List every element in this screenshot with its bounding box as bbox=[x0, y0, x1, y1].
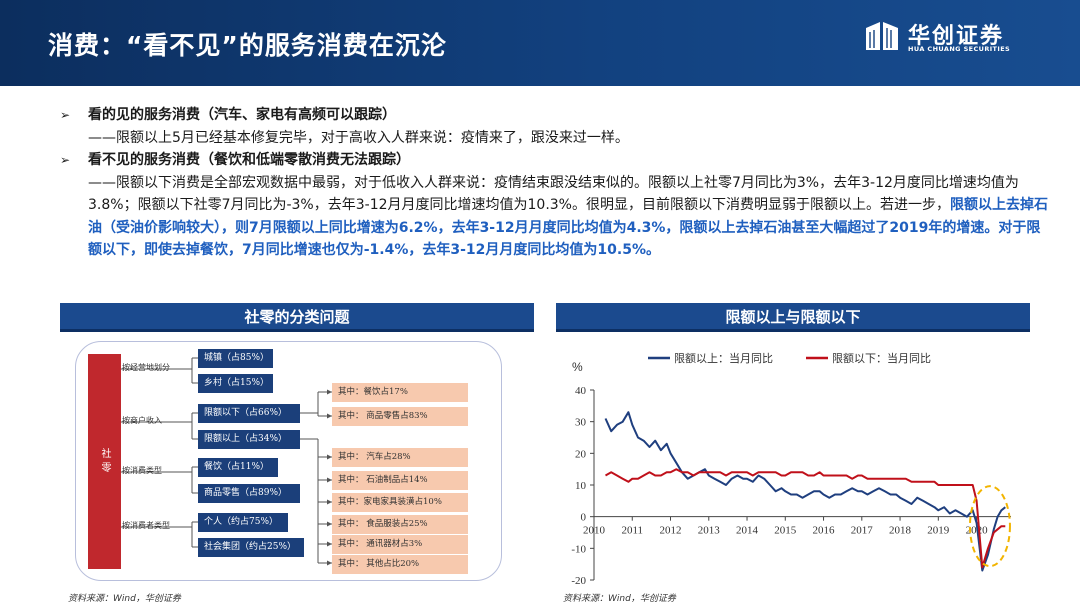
legend-label: 限额以下：当月同比 bbox=[832, 351, 931, 365]
bullet-heading-1-text: 看的见的服务消费（汽车、家电有高频可以跟踪） bbox=[88, 107, 396, 123]
x-tick-label: 2011 bbox=[621, 525, 643, 537]
y-axis-label: % bbox=[572, 360, 583, 374]
y-tick-label: 20 bbox=[575, 448, 587, 460]
left-panel-title: 社零的分类问题 bbox=[60, 303, 534, 332]
x-tick-label: 2018 bbox=[889, 525, 912, 537]
right-panel-title: 限额以上与限额以下 bbox=[556, 303, 1030, 332]
bullet-section: ➢ 看的见的服务消费（汽车、家电有高频可以跟踪） ——限额以上5月已经基本修复完… bbox=[60, 104, 1050, 262]
category-label: 按消费者类型 bbox=[122, 521, 170, 530]
diagram-sub-box: 其中： 汽车占28% bbox=[332, 448, 468, 467]
line-chart: -20 -10 0 10 20 30 40% 2010 2011 2012 2013 2014 2015… bbox=[571, 351, 1011, 587]
page-title: 消费：“看不见”的服务消费在沉沦 bbox=[48, 31, 447, 60]
arrow-bullet-icon: ➢ bbox=[60, 153, 71, 167]
bullet-body-2: ——限额以下消费是全部宏观数据中最弱，对于低收入人群来说：疫情结束跟没结束似的。… bbox=[60, 172, 1050, 262]
y-tick-label: -10 bbox=[571, 543, 586, 555]
logo-text: 华创证券 bbox=[908, 24, 1005, 49]
category-label: 按经营地划分 bbox=[122, 363, 170, 372]
y-tick-label: 30 bbox=[575, 417, 587, 429]
bullet-body-1: ——限额以上5月已经基本修复完毕，对于高收入人群来说：疫情来了，跟没来过一样。 bbox=[88, 129, 629, 146]
y-tick-label: 40 bbox=[575, 385, 587, 397]
diagram-sub-box: 其中：餐饮占17% bbox=[332, 383, 468, 402]
title-bar: 消费：“看不见”的服务消费在沉沦 华创证券 HUA CHUANG SECURIT… bbox=[0, 0, 1080, 86]
category-label: 按商户收入 bbox=[122, 416, 162, 425]
highlight-ellipse bbox=[968, 485, 1011, 568]
diagram-sub-box: 其中： 商品零售占83% bbox=[332, 407, 468, 426]
diagram-box: 乡村（占15%） bbox=[198, 374, 273, 393]
y-tick-label: 10 bbox=[575, 480, 587, 492]
x-tick-label: 2014 bbox=[736, 525, 759, 537]
diagram-box: 餐饮（占11%） bbox=[198, 458, 278, 477]
y-tick-label: 0 bbox=[581, 512, 587, 524]
diagram-box: 限额以下（占66%） bbox=[198, 404, 300, 423]
brand-logo: 华创证券 HUA CHUANG SECURITIES bbox=[862, 18, 1022, 58]
diagram-box: 城镇（占85%） bbox=[198, 349, 273, 368]
x-tick-label: 2013 bbox=[698, 525, 721, 537]
x-tick-label: 2015 bbox=[774, 525, 797, 537]
series-line bbox=[604, 411, 1006, 572]
diagram-sub-box: 其中： 食品服装占25% bbox=[332, 515, 468, 534]
x-tick-label: 2010 bbox=[583, 525, 606, 537]
x-tick-label: 2016 bbox=[813, 525, 836, 537]
logo-subtext: HUA CHUANG SECURITIES bbox=[908, 45, 1011, 53]
x-tick-label: 2017 bbox=[851, 525, 874, 537]
bullet-body-2-plain: ——限额以下消费是全部宏观数据中最弱，对于低收入人群来说：疫情结束跟没结束似的。… bbox=[88, 174, 1019, 214]
diagram-box: 个人（约占75%） bbox=[198, 513, 288, 532]
bullet-body-2-highlight: 限额以上去掉石油（受油价影响较大），则7月限额以上同比增速为6.2%，去年3-1… bbox=[88, 197, 1048, 258]
diagram-sub-box: 其中：家电家具装潢占10% bbox=[332, 493, 468, 512]
diagram-box: 商品零售（占89%） bbox=[198, 484, 300, 503]
diagram-sub-box: 其中： 通讯器材占3% bbox=[332, 535, 468, 554]
left-source-note: 资料来源：Wind，华创证券 bbox=[68, 594, 181, 604]
bullet-heading-2: ➢ 看不见的服务消费（餐饮和低端零散消费无法跟踪） bbox=[60, 149, 1050, 172]
logo-icon bbox=[866, 22, 898, 50]
diagram-box: 限额以上（占34%） bbox=[198, 430, 300, 449]
bullet-heading-1: ➢ 看的见的服务消费（汽车、家电有高频可以跟踪） bbox=[60, 104, 1050, 127]
y-tick-label: -20 bbox=[571, 575, 586, 587]
diagram-sub-box: 其中： 石油制品占14% bbox=[332, 471, 468, 490]
diagram-root-node: 社零 bbox=[88, 354, 121, 569]
category-label: 按消费类型 bbox=[122, 466, 162, 475]
x-tick-label: 2012 bbox=[660, 525, 682, 537]
series-line bbox=[605, 468, 1006, 569]
legend-label: 限额以上：当月同比 bbox=[674, 351, 773, 365]
bullet-heading-2-text: 看不见的服务消费（餐饮和低端零散消费无法跟踪） bbox=[88, 152, 410, 168]
diagram-box: 社会集团（约占25%） bbox=[198, 538, 304, 557]
x-tick-label: 2019 bbox=[927, 525, 950, 537]
arrow-bullet-icon: ➢ bbox=[60, 108, 71, 122]
diagram-sub-box: 其中： 其他占比20% bbox=[332, 555, 468, 574]
right-source-note: 资料来源：Wind，华创证券 bbox=[563, 594, 676, 604]
